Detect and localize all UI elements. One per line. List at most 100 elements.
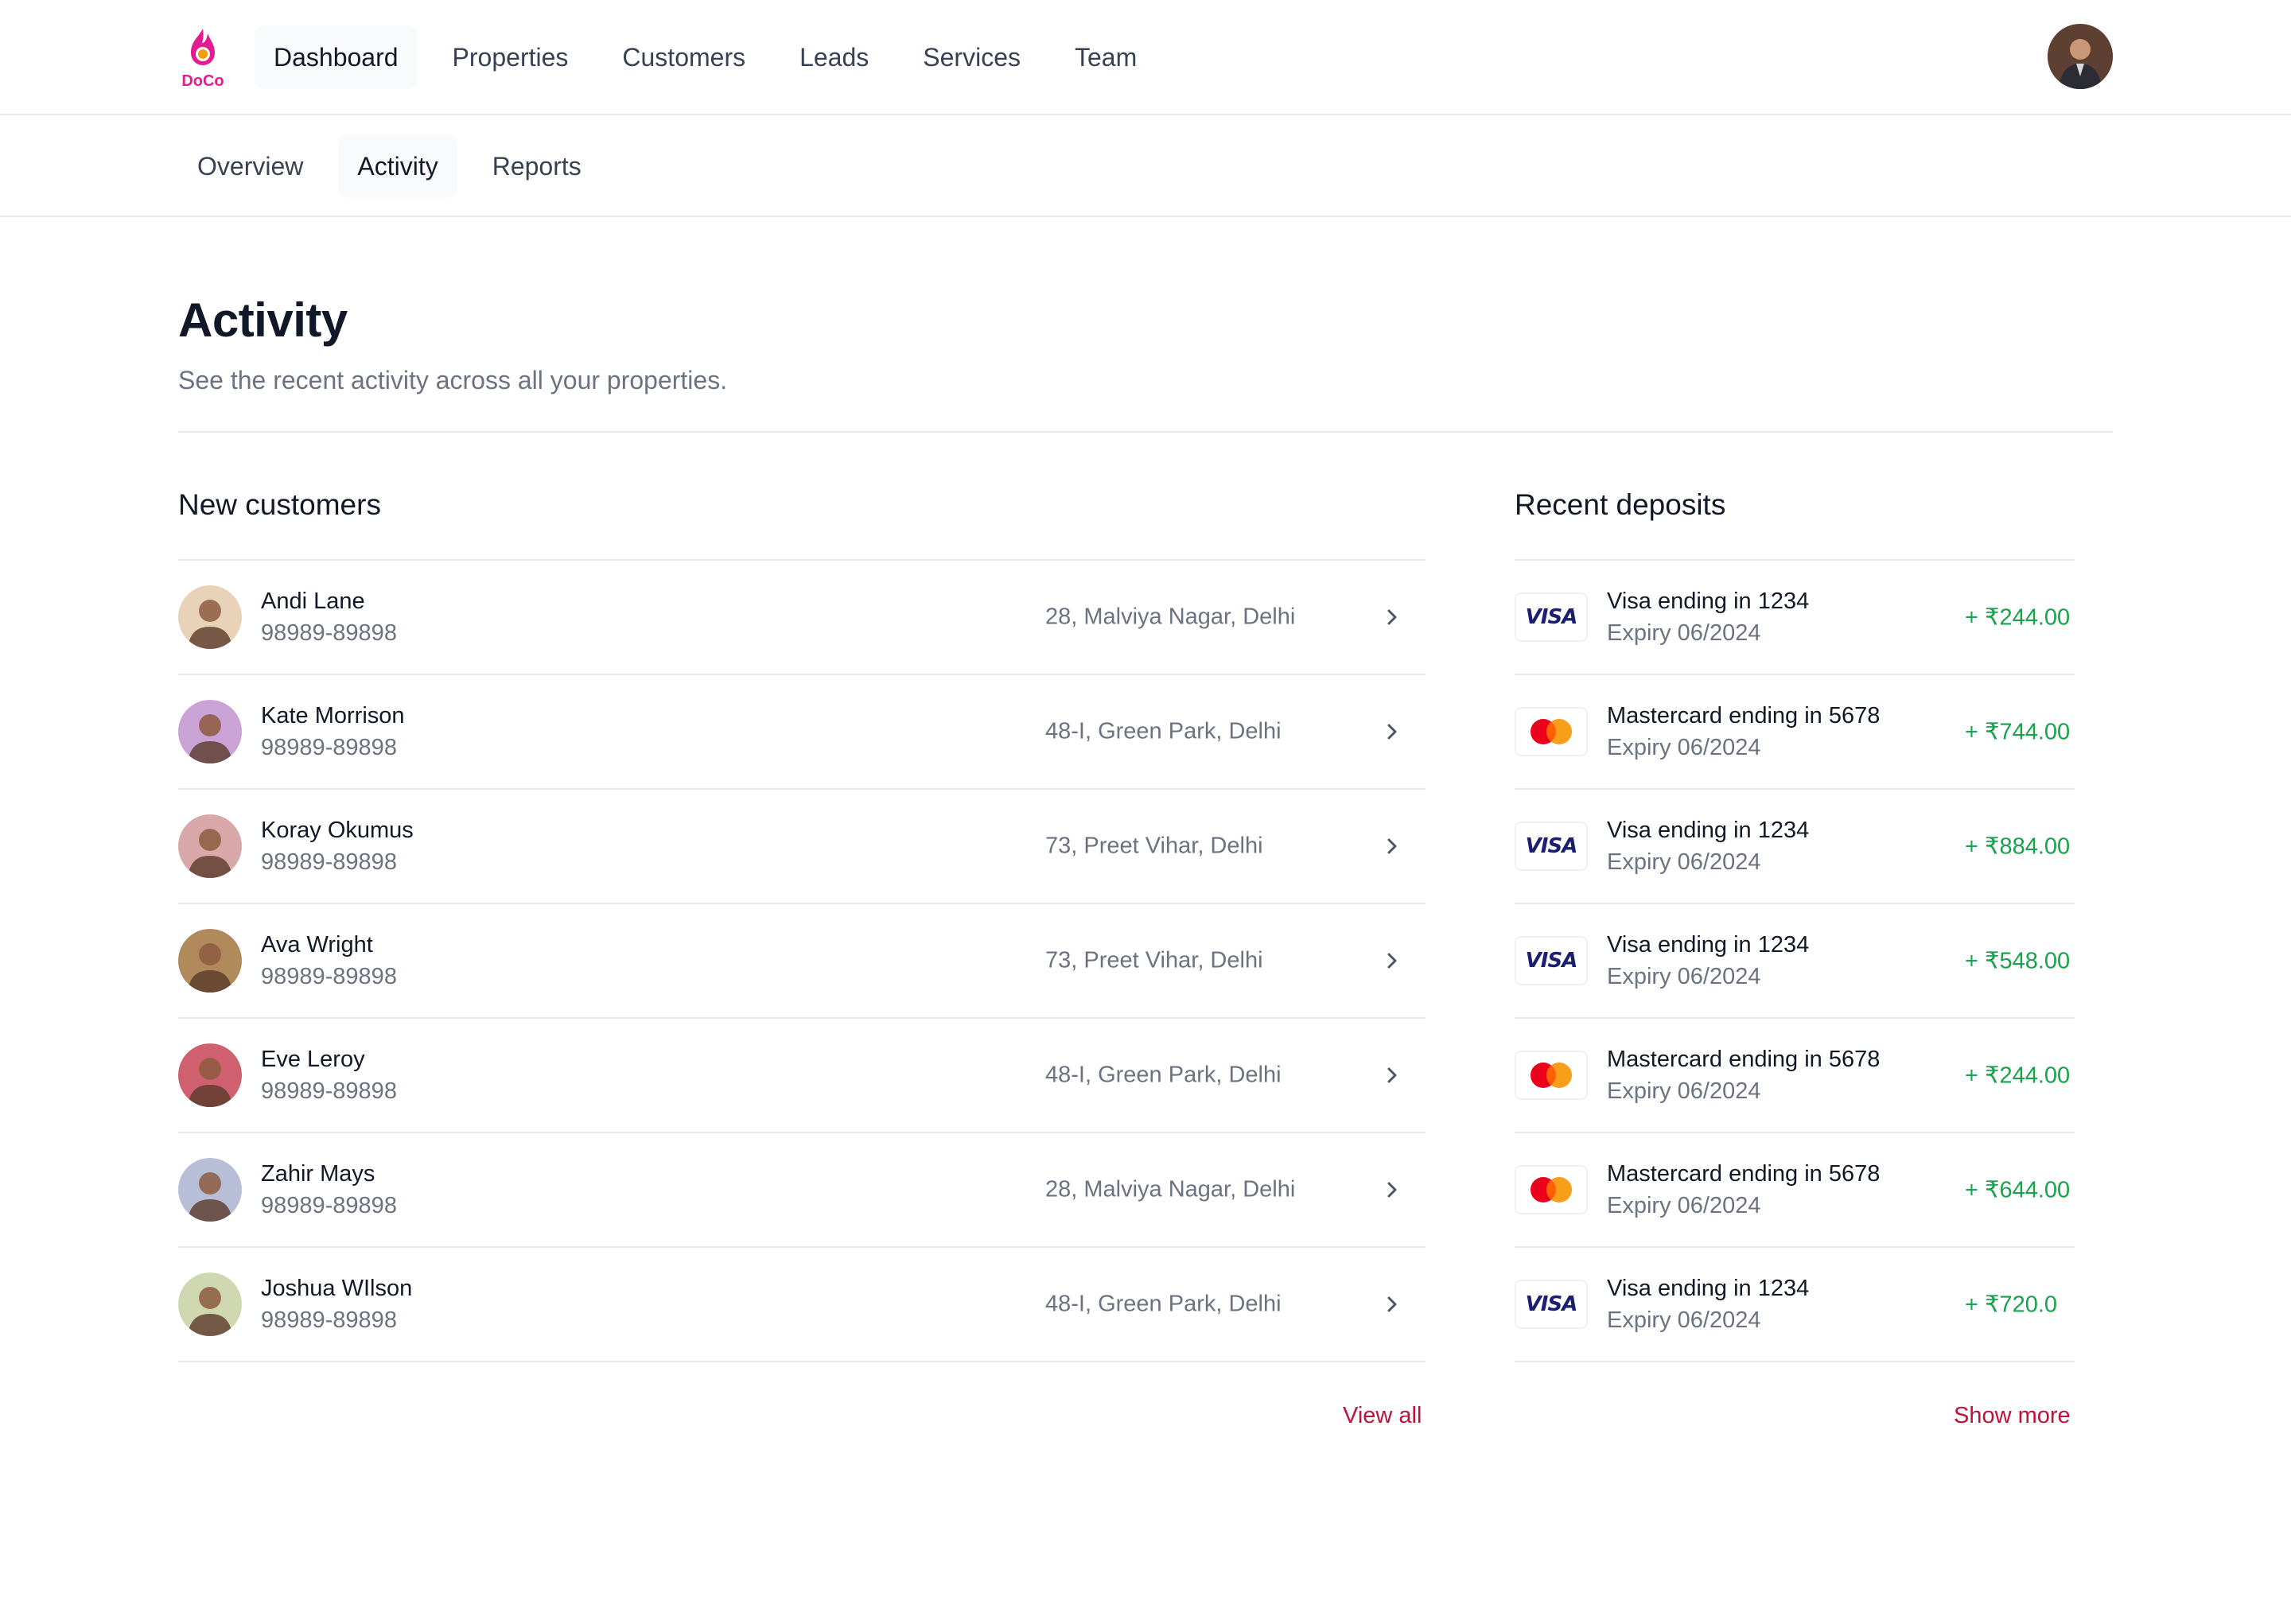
deposit-card-title: Mastercard ending in 5678 (1607, 703, 1881, 728)
chevron-right-icon[interactable] (1379, 948, 1405, 973)
customer-phone: 98989-89898 (261, 1193, 397, 1218)
deposit-row[interactable]: VISA Visa ending in 1234 Expiry 06/2024 … (1515, 790, 2075, 904)
customer-name: Joshua WIlson (261, 1276, 413, 1301)
customer-avatar (178, 700, 242, 763)
customer-address: 48-I, Green Park, Delhi (1045, 1062, 1282, 1088)
doco-logo[interactable]: DoCo (175, 25, 231, 90)
customer-phone: 98989-89898 (261, 849, 397, 875)
customer-row[interactable]: Ava Wright 98989-89898 73, Preet Vihar, … (178, 904, 1426, 1019)
customer-address: 48-I, Green Park, Delhi (1045, 718, 1282, 744)
deposit-amount: + ₹884.00 (1965, 833, 2071, 860)
visa-icon: VISA (1515, 592, 1588, 642)
sub-navbar: Overview Activity Reports (0, 115, 2291, 217)
chevron-right-icon[interactable] (1379, 1177, 1405, 1202)
deposit-row[interactable]: VISA Visa ending in 1234 Expiry 06/2024 … (1515, 561, 2075, 675)
nav-leads[interactable]: Leads (799, 42, 869, 72)
deposit-card-title: Visa ending in 1234 (1607, 818, 1810, 843)
deposit-card-title: Visa ending in 1234 (1607, 589, 1810, 614)
deposit-row[interactable]: Mastercard ending in 5678 Expiry 06/2024… (1515, 1133, 2075, 1248)
deposit-expiry: Expiry 06/2024 (1607, 849, 1761, 875)
main-nav: Dashboard Properties Customers Leads Ser… (255, 25, 1156, 89)
deposit-row[interactable]: Mastercard ending in 5678 Expiry 06/2024… (1515, 675, 2075, 790)
customer-address: 28, Malviya Nagar, Delhi (1045, 604, 1296, 630)
customer-row[interactable]: Joshua WIlson 98989-89898 48-I, Green Pa… (178, 1248, 1426, 1362)
visa-label: VISA (1525, 605, 1578, 629)
customer-name: Zahir Mays (261, 1161, 375, 1187)
view-all-link[interactable]: View all (1343, 1403, 1422, 1428)
chevron-right-icon[interactable] (1379, 719, 1405, 744)
customer-phone: 98989-89898 (261, 1307, 397, 1333)
customer-name: Ava Wright (261, 932, 373, 958)
visa-icon: VISA (1515, 936, 1588, 985)
customer-row[interactable]: Zahir Mays 98989-89898 28, Malviya Nagar… (178, 1133, 1426, 1248)
customers-list: Andi Lane 98989-89898 28, Malviya Nagar,… (178, 559, 1426, 1362)
nav-dashboard[interactable]: Dashboard (255, 25, 418, 89)
customer-phone: 98989-89898 (261, 620, 397, 646)
tab-overview[interactable]: Overview (197, 151, 304, 181)
deposit-amount: + ₹548.00 (1965, 948, 2071, 974)
deposits-list: VISA Visa ending in 1234 Expiry 06/2024 … (1515, 559, 2075, 1362)
deposit-amount: + ₹644.00 (1965, 1177, 2071, 1203)
customer-row[interactable]: Koray Okumus 98989-89898 73, Preet Vihar… (178, 790, 1426, 904)
nav-team[interactable]: Team (1074, 42, 1138, 72)
deposits-section-title: Recent deposits (1515, 488, 1726, 521)
customer-avatar (178, 1043, 242, 1107)
deposit-amount: + ₹244.00 (1965, 1063, 2071, 1089)
deposit-row[interactable]: Mastercard ending in 5678 Expiry 06/2024… (1515, 1019, 2075, 1133)
deposit-amount: + ₹744.00 (1965, 719, 2071, 745)
user-avatar-image (2048, 24, 2113, 89)
customer-phone: 98989-89898 (261, 735, 397, 760)
customer-phone: 98989-89898 (261, 1078, 397, 1104)
customer-name: Andi Lane (261, 589, 365, 614)
customer-address: 28, Malviya Nagar, Delhi (1045, 1176, 1296, 1202)
customer-address: 73, Preet Vihar, Delhi (1045, 947, 1263, 973)
top-navbar: DoCo Dashboard Properties Customers Lead… (0, 0, 2291, 115)
deposit-amount: + ₹244.00 (1965, 604, 2071, 631)
visa-icon: VISA (1515, 1280, 1588, 1329)
customer-avatar (178, 929, 242, 993)
customer-avatar (178, 1158, 242, 1222)
tab-activity[interactable]: Activity (338, 134, 457, 198)
doco-logo-icon: DoCo (181, 29, 224, 90)
deposit-amount: + ₹720.0 (1965, 1292, 2058, 1318)
deposit-expiry: Expiry 06/2024 (1607, 735, 1761, 760)
nav-properties[interactable]: Properties (452, 42, 569, 72)
nav-services[interactable]: Services (923, 42, 1021, 72)
deposit-card-title: Visa ending in 1234 (1607, 932, 1810, 958)
chevron-right-icon[interactable] (1379, 1063, 1405, 1088)
customer-row[interactable]: Andi Lane 98989-89898 28, Malviya Nagar,… (178, 561, 1426, 675)
mastercard-icon (1515, 1165, 1588, 1214)
customer-name: Eve Leroy (261, 1047, 365, 1072)
deposit-row[interactable]: VISA Visa ending in 1234 Expiry 06/2024 … (1515, 904, 2075, 1019)
customers-section-title: New customers (178, 488, 381, 521)
deposit-expiry: Expiry 06/2024 (1607, 1307, 1761, 1333)
customer-name: Koray Okumus (261, 818, 414, 843)
customer-row[interactable]: Eve Leroy 98989-89898 48-I, Green Park, … (178, 1019, 1426, 1133)
customer-address: 48-I, Green Park, Delhi (1045, 1291, 1282, 1317)
deposit-card-title: Mastercard ending in 5678 (1607, 1047, 1881, 1072)
customer-avatar (178, 585, 242, 649)
customer-row[interactable]: Kate Morrison 98989-89898 48-I, Green Pa… (178, 675, 1426, 790)
customer-address: 73, Preet Vihar, Delhi (1045, 833, 1263, 859)
chevron-right-icon[interactable] (1379, 833, 1405, 859)
deposit-expiry: Expiry 06/2024 (1607, 1078, 1761, 1104)
deposit-expiry: Expiry 06/2024 (1607, 620, 1761, 646)
deposit-card-title: Visa ending in 1234 (1607, 1276, 1810, 1301)
deposit-row[interactable]: VISA Visa ending in 1234 Expiry 06/2024 … (1515, 1248, 2075, 1362)
visa-icon: VISA (1515, 822, 1588, 871)
customer-name: Kate Morrison (261, 703, 405, 728)
deposit-expiry: Expiry 06/2024 (1607, 1193, 1761, 1218)
page-subtitle: See the recent activity across all your … (178, 366, 728, 394)
visa-label: VISA (1525, 949, 1578, 973)
nav-customers[interactable]: Customers (622, 42, 746, 72)
chevron-right-icon[interactable] (1379, 604, 1405, 630)
mastercard-icon (1515, 707, 1588, 756)
show-more-link[interactable]: Show more (1954, 1403, 2071, 1428)
header-divider (178, 431, 2113, 433)
brand-name: DoCo (181, 72, 224, 89)
sub-nav: Overview Activity Reports (178, 134, 601, 198)
tab-reports[interactable]: Reports (492, 151, 582, 181)
deposit-card-title: Mastercard ending in 5678 (1607, 1161, 1881, 1187)
chevron-right-icon[interactable] (1379, 1292, 1405, 1317)
user-avatar[interactable] (2048, 24, 2113, 89)
